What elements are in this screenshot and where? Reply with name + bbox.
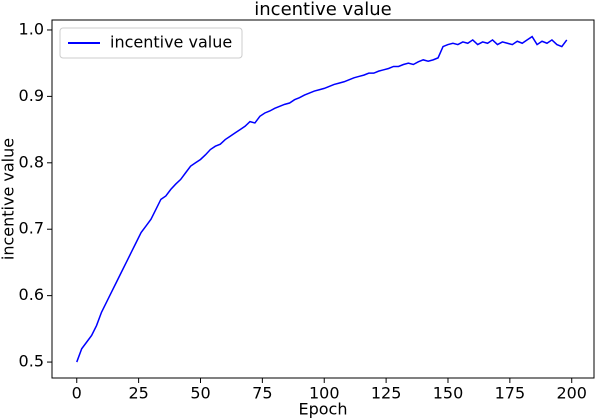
x-tick-label: 50: [190, 384, 210, 403]
x-axis-label: Epoch: [299, 400, 348, 419]
y-tick-label: 0.7: [19, 219, 44, 238]
data-line: [76, 35, 568, 363]
y-axis-label: incentive value: [0, 138, 18, 260]
y-tick-label: 0.5: [19, 352, 44, 371]
y-tick-label: 1.0: [19, 19, 44, 38]
x-tick-label: 0: [72, 384, 82, 403]
y-tick-label: 0.8: [19, 152, 44, 171]
plot-frame: [51, 19, 595, 379]
x-tick-label: 75: [252, 384, 272, 403]
x-tick-label: 25: [128, 384, 148, 403]
x-tick-label: 175: [495, 384, 526, 403]
y-tick-label: 0.6: [19, 285, 44, 304]
x-tick-label: 125: [371, 384, 402, 403]
legend-box: [59, 27, 243, 59]
x-tick-label: 200: [556, 384, 587, 403]
chart-title: incentive value: [254, 0, 391, 20]
y-tick-label: 0.9: [19, 86, 44, 105]
x-tick-label: 100: [309, 384, 340, 403]
x-tick-label: 150: [433, 384, 464, 403]
legend-label: incentive value: [110, 33, 232, 52]
